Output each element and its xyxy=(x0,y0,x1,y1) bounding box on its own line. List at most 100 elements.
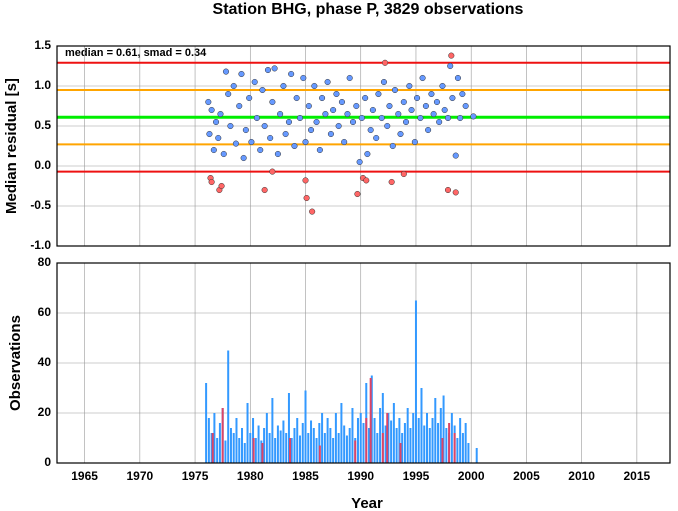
bar xyxy=(373,418,376,463)
y-tick-label: 1.5 xyxy=(34,38,51,52)
bar xyxy=(356,418,359,463)
bar xyxy=(459,418,462,463)
point xyxy=(459,90,466,98)
bar xyxy=(398,418,401,463)
point xyxy=(277,110,284,118)
annotation: median = 0.61, smad = 0.34 xyxy=(65,47,207,59)
bar xyxy=(304,390,307,463)
point xyxy=(381,59,389,66)
bar xyxy=(301,423,304,463)
point xyxy=(386,102,393,110)
y-tick-label: 0.5 xyxy=(34,118,51,132)
bar xyxy=(426,413,429,463)
point xyxy=(259,86,266,94)
point xyxy=(302,177,309,184)
point xyxy=(433,98,440,106)
point xyxy=(280,82,287,90)
bar xyxy=(205,383,208,463)
bar xyxy=(442,395,445,463)
bar xyxy=(207,418,210,463)
point xyxy=(457,114,464,122)
point xyxy=(422,102,429,110)
point xyxy=(335,122,342,130)
bar xyxy=(334,413,337,463)
point xyxy=(302,138,309,146)
point xyxy=(327,130,334,138)
bar xyxy=(399,443,402,463)
point xyxy=(449,94,456,102)
point xyxy=(322,110,329,118)
point xyxy=(373,134,380,142)
point xyxy=(369,106,376,114)
bar xyxy=(337,433,340,463)
point xyxy=(341,138,348,146)
point xyxy=(395,110,402,118)
point xyxy=(444,186,452,194)
bar xyxy=(412,413,415,463)
point xyxy=(282,130,289,138)
bar xyxy=(441,438,444,463)
bar xyxy=(243,443,246,463)
x-tick-label: 1970 xyxy=(126,469,153,483)
x-tick-label: 1995 xyxy=(403,469,430,483)
bar xyxy=(285,433,288,463)
point xyxy=(400,98,407,106)
point xyxy=(436,118,443,126)
bar xyxy=(445,428,448,463)
point xyxy=(358,114,365,122)
point xyxy=(338,98,346,106)
point xyxy=(375,90,382,98)
x-tick-label: 1975 xyxy=(182,469,209,483)
bar xyxy=(329,428,332,463)
point xyxy=(300,74,307,82)
y-tick-label: 0.0 xyxy=(34,158,51,172)
point xyxy=(212,118,220,126)
point xyxy=(364,150,371,158)
point xyxy=(354,190,361,198)
bar xyxy=(310,420,313,463)
x-axis-label: Year xyxy=(351,495,383,511)
point xyxy=(269,168,276,175)
bar xyxy=(403,423,406,463)
point xyxy=(316,146,323,154)
bar xyxy=(437,423,440,463)
point xyxy=(462,102,469,110)
point xyxy=(430,110,437,118)
point xyxy=(261,122,268,130)
bar xyxy=(293,428,296,463)
point xyxy=(205,98,212,106)
point xyxy=(220,150,227,158)
x-tick-label: 2015 xyxy=(624,469,651,483)
bar xyxy=(249,433,252,463)
bar xyxy=(439,408,442,463)
bar xyxy=(224,440,227,463)
point xyxy=(227,122,234,130)
point xyxy=(330,106,337,114)
bar xyxy=(387,413,390,463)
x-tick-label: 1985 xyxy=(292,469,319,483)
bar xyxy=(296,418,299,463)
bar xyxy=(318,445,321,463)
point xyxy=(388,178,395,186)
bar xyxy=(271,398,274,463)
y-tick-label: 1.0 xyxy=(34,78,51,92)
point xyxy=(305,102,312,110)
point xyxy=(257,146,264,154)
point xyxy=(378,114,385,122)
bar xyxy=(406,408,409,463)
x-tick-label: 1980 xyxy=(237,469,264,483)
point xyxy=(236,102,243,110)
y-axis-label: Median residual [s] xyxy=(3,78,20,214)
bar xyxy=(368,428,371,463)
bar xyxy=(365,418,368,463)
point xyxy=(324,78,331,86)
point xyxy=(356,158,363,166)
x-tick-label: 2005 xyxy=(513,469,540,483)
point xyxy=(439,82,446,90)
point xyxy=(230,82,237,90)
y-tick-label: 80 xyxy=(38,255,52,269)
bar xyxy=(216,438,219,463)
point xyxy=(303,194,310,202)
point xyxy=(389,142,396,150)
bar xyxy=(321,413,324,463)
